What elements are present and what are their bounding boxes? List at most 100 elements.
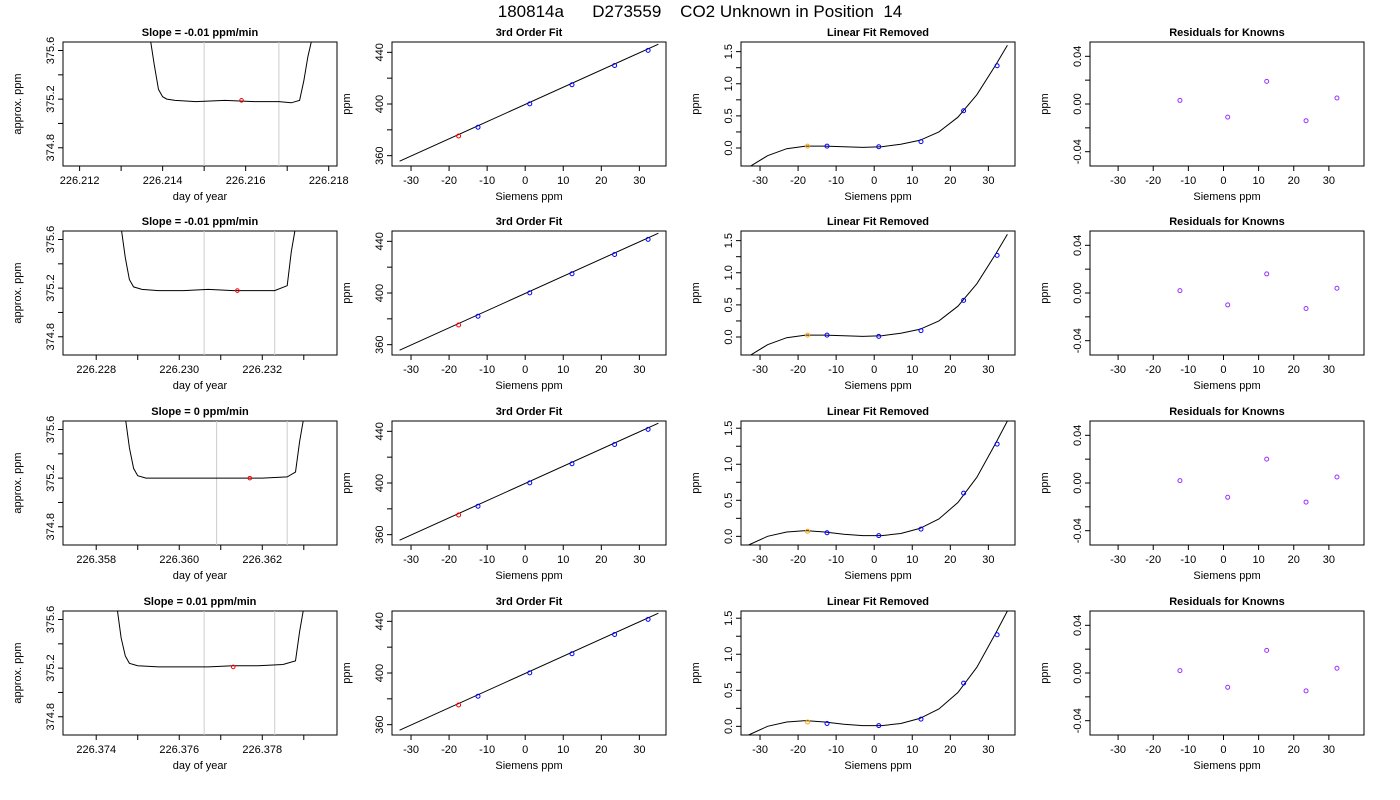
- data-point: [805, 143, 811, 149]
- x-tick-label: -20: [1145, 364, 1161, 376]
- plot-frame: [62, 230, 338, 356]
- x-tick-label: -10: [828, 744, 844, 756]
- x-tick-label: 226.358: [76, 554, 116, 566]
- x-tick-label: 20: [944, 175, 956, 187]
- x-tick-label: -20: [1145, 744, 1161, 756]
- x-tick-label: -30: [403, 554, 419, 566]
- plot-data: [150, 42, 312, 166]
- y-tick-label: 440: [374, 422, 386, 440]
- panel-title: Residuals for Knowns: [1169, 216, 1285, 228]
- trace-line: [116, 611, 304, 668]
- panel-15: Linear Fit Removed -30 -20 -10 0 10 20 30 0.0 0.5…: [690, 596, 1016, 772]
- panel-title: Linear Fit Removed: [827, 27, 929, 39]
- panel-title: Slope = 0.01 ppm/min: [144, 596, 257, 608]
- y-tick-label: 0.00: [1072, 662, 1084, 683]
- y-tick-label: 1.5: [723, 44, 735, 59]
- x-tick-label: 30: [1323, 364, 1335, 376]
- y-tick-label: 400: [374, 474, 386, 492]
- panel-12: Residuals for Knowns -30 -20 -10 0 10 20 30 -0.0…: [1039, 406, 1365, 582]
- y-tick-label: -0.04: [1072, 328, 1084, 353]
- data-point: [527, 101, 533, 107]
- y-tick-label: 0.0: [723, 329, 735, 344]
- data-point: [612, 63, 618, 69]
- plot-data: [749, 233, 1008, 355]
- x-axis-label: Siemens ppm: [844, 191, 911, 203]
- x-tick-label: -20: [1145, 175, 1161, 187]
- data-point: [1264, 647, 1270, 653]
- data-point: [1303, 118, 1309, 124]
- x-tick-label: -30: [752, 175, 768, 187]
- x-tick-label: 10: [557, 175, 569, 187]
- x-tick-label: -30: [752, 364, 768, 376]
- x-tick-label: 226.376: [159, 744, 199, 756]
- y-tick-label: 375.2: [45, 274, 57, 302]
- y-tick-label: 0.04: [1072, 46, 1084, 67]
- plot-frame: [62, 41, 338, 167]
- x-tick-label: -20: [1145, 554, 1161, 566]
- data-point: [1264, 271, 1270, 277]
- x-tick-label: 226.360: [159, 554, 199, 566]
- plot-data: [748, 421, 1008, 545]
- data-point: [1225, 684, 1231, 690]
- data-point: [1334, 95, 1340, 101]
- panel-title: 3rd Order Fit: [496, 216, 563, 228]
- x-tick-label: 30: [982, 554, 994, 566]
- data-point: [1264, 78, 1270, 84]
- data-point: [876, 144, 882, 150]
- data-point: [1225, 494, 1231, 500]
- x-tick-label: 20: [595, 175, 607, 187]
- trace-line: [150, 42, 312, 104]
- panel-title: 3rd Order Fit: [496, 596, 563, 608]
- panel-2: 3rd Order Fit -30 -20 -10 0 10 20 30 360 400 440 Si…: [341, 27, 667, 203]
- plot-data: [399, 43, 659, 162]
- x-axis-label: Siemens ppm: [495, 760, 562, 772]
- x-tick-label: -30: [752, 554, 768, 566]
- data-point: [805, 719, 811, 725]
- y-tick-label: 0.5: [723, 493, 735, 508]
- y-tick-label: -0.04: [1072, 708, 1084, 733]
- data-point: [645, 236, 651, 242]
- data-point: [994, 252, 1000, 258]
- mean-point: [230, 664, 236, 670]
- panel-title: Linear Fit Removed: [827, 596, 929, 608]
- plot-data: [399, 612, 659, 731]
- plot-data: [749, 44, 1008, 166]
- y-tick-label: 0.00: [1072, 282, 1084, 303]
- x-tick-label: 0: [522, 744, 528, 756]
- x-tick-label: 10: [906, 175, 918, 187]
- panel-7: Linear Fit Removed -30 -20 -10 0 10 20 30 0.0 0.5…: [690, 216, 1016, 392]
- data-point: [1177, 288, 1183, 294]
- x-tick-label: -20: [441, 364, 457, 376]
- y-axis-label: approx. ppm: [12, 73, 24, 134]
- y-tick-label: 374.8: [45, 134, 57, 162]
- plot-frame: [1089, 420, 1365, 546]
- data-point: [1334, 665, 1340, 671]
- y-axis-label: ppm: [341, 93, 353, 114]
- plot-frame: [1089, 230, 1365, 356]
- x-tick-label: 10: [906, 364, 918, 376]
- y-tick-label: 360: [374, 146, 386, 164]
- x-tick-label: 30: [1323, 554, 1335, 566]
- x-axis-label: Siemens ppm: [495, 380, 562, 392]
- x-tick-label: 30: [982, 744, 994, 756]
- x-tick-label: -10: [479, 364, 495, 376]
- x-tick-label: 20: [595, 554, 607, 566]
- y-axis-label: approx. ppm: [12, 642, 24, 703]
- panel-title: Slope = -0.01 ppm/min: [142, 216, 259, 228]
- data-point: [612, 442, 618, 448]
- plot-data: [1177, 271, 1340, 311]
- x-tick-label: 0: [871, 554, 877, 566]
- x-tick-label: 30: [633, 364, 645, 376]
- data-point: [1303, 688, 1309, 694]
- data-point: [475, 313, 481, 319]
- y-axis-label: ppm: [341, 662, 353, 683]
- y-tick-label: 1.0: [723, 265, 735, 280]
- y-tick-label: 400: [374, 95, 386, 113]
- x-tick-label: 20: [944, 554, 956, 566]
- fit-curve: [399, 422, 659, 541]
- x-tick-label: 0: [1220, 364, 1226, 376]
- x-tick-label: -10: [479, 554, 495, 566]
- data-point: [961, 297, 967, 303]
- x-tick-label: 30: [1323, 175, 1335, 187]
- y-tick-label: 0.0: [723, 140, 735, 155]
